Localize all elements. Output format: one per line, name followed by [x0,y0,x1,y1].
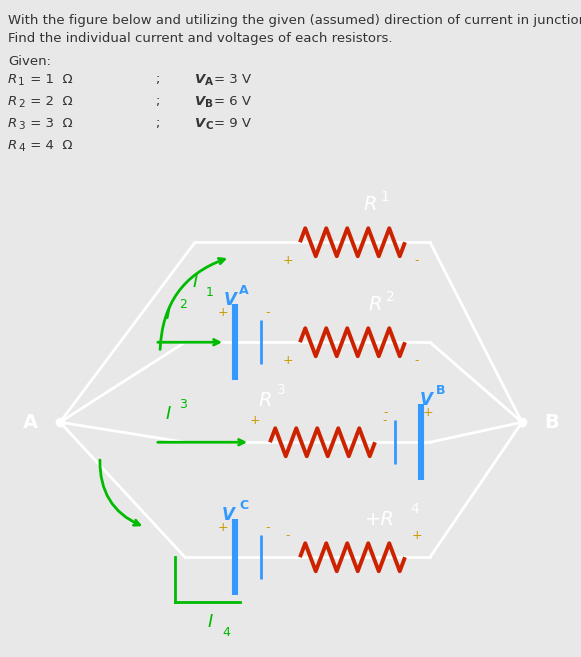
Text: I: I [166,405,171,423]
Text: C: C [205,121,213,131]
Text: = 3 V: = 3 V [214,73,251,86]
Text: I: I [166,306,171,323]
Text: = 4  Ω: = 4 Ω [26,139,73,152]
Text: Find the individual current and voltages of each resistors.: Find the individual current and voltages… [8,32,393,45]
Text: 3: 3 [179,397,187,411]
Text: +: + [218,306,228,319]
Text: -: - [415,353,419,367]
Text: 4: 4 [222,625,230,639]
Text: = 6 V: = 6 V [214,95,251,108]
Text: With the figure below and utilizing the given (assumed) direction of current in : With the figure below and utilizing the … [8,14,581,27]
Text: V: V [195,95,205,108]
Text: R: R [8,117,17,130]
Text: C: C [239,499,249,512]
Text: Given:: Given: [8,55,51,68]
Text: V: V [221,507,235,524]
Text: = 1  Ω: = 1 Ω [26,73,73,86]
Text: 2: 2 [179,298,187,311]
Text: 1: 1 [381,191,389,204]
Text: -: - [266,306,270,319]
Text: 2: 2 [386,290,394,304]
Text: A: A [239,284,249,297]
Text: 1: 1 [206,286,214,299]
Text: ;: ; [155,117,159,130]
Text: V: V [195,117,205,130]
Text: 4: 4 [18,143,24,153]
Text: +: + [283,353,293,367]
Text: +: + [423,406,433,419]
Text: 1: 1 [18,77,24,87]
Text: -: - [266,521,270,533]
Text: +: + [218,521,228,533]
Text: V: V [224,291,236,309]
Text: 3: 3 [18,121,24,131]
Text: R: R [258,391,272,410]
Text: 2: 2 [18,99,24,109]
Text: R: R [8,139,17,152]
Text: +: + [283,254,293,267]
Text: 4: 4 [411,502,419,516]
Text: B: B [436,384,446,397]
Text: +R: +R [365,510,395,529]
Text: +: + [250,414,260,427]
Text: V: V [195,73,205,86]
Text: = 9 V: = 9 V [214,117,251,130]
Text: = 3  Ω: = 3 Ω [26,117,73,130]
Text: -: - [383,414,388,427]
Text: 3: 3 [277,383,285,397]
Text: -: - [383,406,388,419]
Text: V: V [419,392,432,409]
Text: -: - [415,254,419,267]
Text: ;: ; [155,95,159,108]
Text: I: I [192,273,198,291]
Text: R: R [8,73,17,86]
Text: A: A [205,77,213,87]
Text: R: R [368,295,382,314]
Text: B: B [205,99,213,109]
Text: I: I [207,613,213,631]
Text: R: R [363,194,376,214]
Text: R: R [8,95,17,108]
Text: -: - [286,529,290,542]
Text: +: + [412,529,422,542]
Text: ;: ; [155,73,159,86]
Text: B: B [544,413,560,432]
Text: = 2  Ω: = 2 Ω [26,95,73,108]
Text: A: A [23,413,38,432]
